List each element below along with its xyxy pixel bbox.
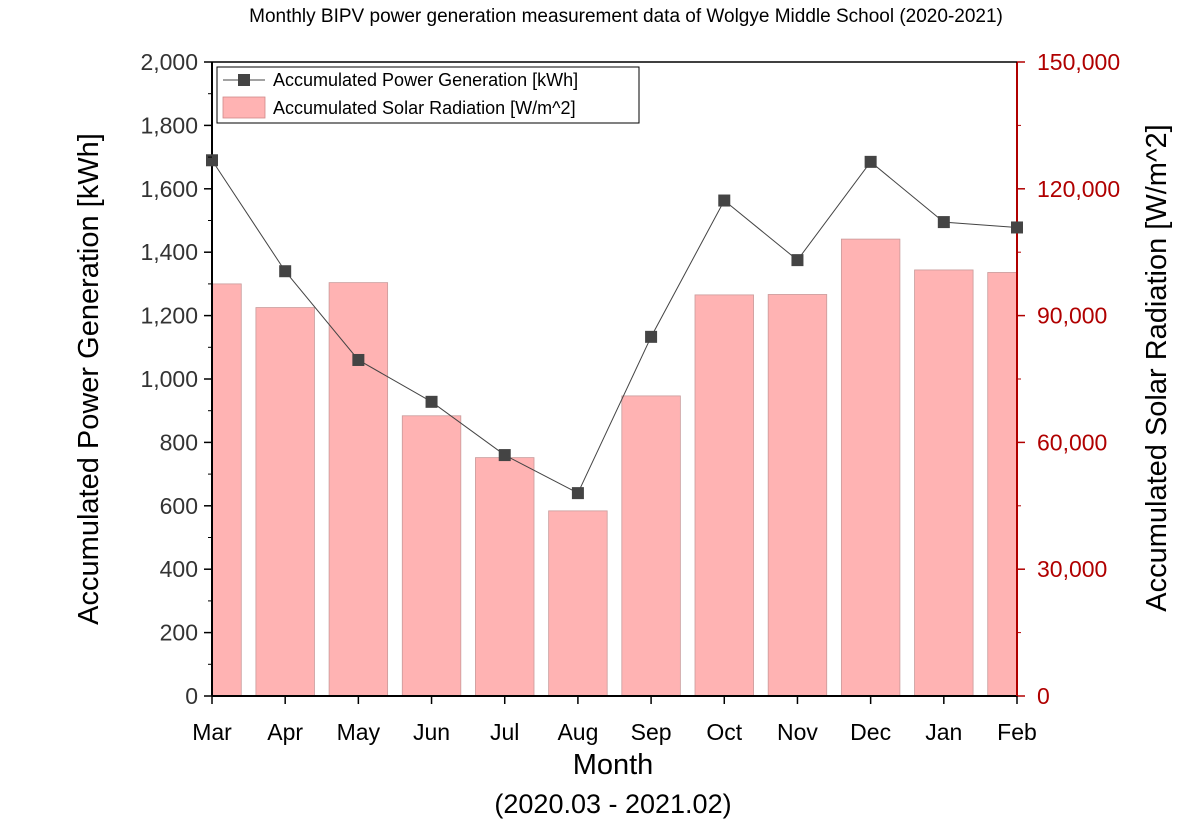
left-tick-label: 800 <box>160 429 198 455</box>
right-tick-label: 150,000 <box>1037 49 1120 75</box>
y-axis-title-right: Accumulated Solar Radiation [W/m^2] <box>1141 124 1173 611</box>
left-tick-label: 1,600 <box>140 176 198 202</box>
point-oct <box>718 194 731 207</box>
legend-label-radiation: Accumulated Solar Radiation [W/m^2] <box>273 98 576 118</box>
bar-aug <box>548 510 608 697</box>
legend-marker-square <box>238 74 250 86</box>
power-line <box>211 159 1018 494</box>
x-tick-label-sep: Sep <box>631 719 672 745</box>
x-axis-title: Month <box>573 749 654 781</box>
point-jan <box>937 216 950 229</box>
legend-label-power: Accumulated Power Generation [kWh] <box>273 70 578 90</box>
point-aug <box>571 487 584 500</box>
legend-box <box>216 66 640 124</box>
point-jun <box>425 395 438 408</box>
point-jul <box>498 449 511 462</box>
left-tick-label: 2,000 <box>140 49 198 75</box>
right-tick-label: 120,000 <box>1037 176 1120 202</box>
chart-title: Monthly BIPV power generation measuremen… <box>249 6 1003 27</box>
x-tick-label-oct: Oct <box>706 719 742 745</box>
bar-jan <box>914 269 974 697</box>
bar-oct <box>694 294 754 697</box>
right-ticks: 0 30,000 60,000 90,000 120,000 150,000 <box>1017 49 1120 709</box>
left-tick-label: 600 <box>160 493 198 519</box>
bar-dec <box>840 238 901 697</box>
left-tick-label: 200 <box>160 620 198 646</box>
left-ticks: 0 200 400 600 800 1,000 1,200 1,400 1,600 1,800 2,… <box>140 49 212 709</box>
x-tick-label-jun: Jun <box>413 719 450 745</box>
point-mar <box>206 154 218 167</box>
x-tick-label-jan: Jan <box>925 719 962 745</box>
point-dec <box>864 155 877 168</box>
point-nov <box>791 254 804 267</box>
x-tick-label-jul: Jul <box>490 719 519 745</box>
x-tick-label-feb: Feb <box>997 719 1037 745</box>
x-tick-label-apr: Apr <box>267 719 303 745</box>
x-tick-label-nov: Nov <box>777 719 818 745</box>
left-tick-label: 1,000 <box>140 366 198 392</box>
line-series <box>206 154 1023 500</box>
bar-nov <box>767 294 828 697</box>
bar-jun <box>401 415 462 697</box>
point-feb <box>1011 221 1023 234</box>
bar-series <box>211 238 1018 697</box>
point-sep <box>645 330 658 343</box>
bar-feb <box>987 272 1018 697</box>
legend-swatch-radiation <box>222 96 266 119</box>
bar-may <box>328 282 389 697</box>
right-tick-label: 30,000 <box>1037 556 1107 582</box>
bar-jul <box>475 457 535 697</box>
x-axis-subtitle: (2020.03 - 2021.02) <box>494 789 731 819</box>
left-tick-label: 1,400 <box>140 239 198 265</box>
x-tick-label-aug: Aug <box>557 719 598 745</box>
x-tick-label-dec: Dec <box>850 719 891 745</box>
bar-sep <box>621 395 681 697</box>
point-apr <box>279 265 292 278</box>
right-tick-label: 90,000 <box>1037 303 1107 329</box>
left-tick-label: 1,800 <box>140 112 198 138</box>
x-tick-label-may: May <box>337 719 381 745</box>
y-axis-title-left: Accumulated Power Generation [kWh] <box>73 133 105 625</box>
x-tick-label-mar: Mar <box>192 719 232 745</box>
right-tick-label: 60,000 <box>1037 429 1107 455</box>
bar-mar <box>211 283 242 697</box>
left-tick-label: 1,200 <box>140 303 198 329</box>
left-tick-label: 0 <box>185 683 198 709</box>
point-may <box>352 353 365 366</box>
bar-apr <box>255 307 315 697</box>
right-tick-label: 0 <box>1037 683 1050 709</box>
legend: Accumulated Power Generation [kWh] Accum… <box>216 66 640 124</box>
x-ticks: Mar Apr May Jun Jul Aug Sep Oct Nov Dec Jan Feb <box>192 696 1037 745</box>
left-tick-label: 400 <box>160 556 198 582</box>
